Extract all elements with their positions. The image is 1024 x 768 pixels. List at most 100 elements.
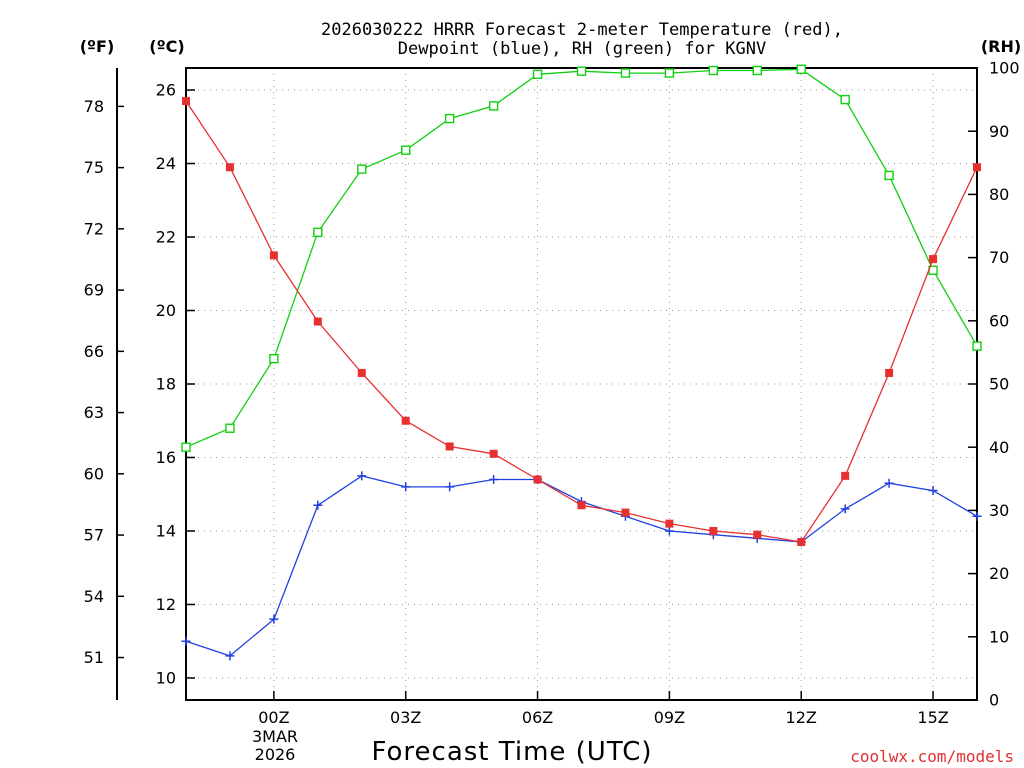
temperature-point (357, 368, 366, 377)
dewpoint-point (664, 526, 674, 536)
fahrenheit-tick-label: 66 (84, 342, 104, 361)
temperature-line (185, 100, 978, 543)
rh-point (840, 94, 850, 105)
time-tick-label: 15Z (917, 708, 948, 727)
rh-point (972, 341, 982, 351)
temperature-point (973, 163, 981, 172)
temperature-point (445, 442, 454, 451)
rh-point (708, 65, 719, 76)
temperature-point (401, 416, 410, 425)
site-credit: coolwx.com/models (850, 747, 1014, 766)
temperature-point (753, 530, 762, 539)
temperature-point (225, 163, 234, 172)
fahrenheit-tick-label: 72 (84, 219, 104, 238)
time-tick-label: 12Z (786, 708, 817, 727)
rh-tick-label: 60 (989, 311, 1009, 330)
temperature-point (797, 538, 806, 546)
temperature-point (269, 251, 278, 260)
time-tick-label: 03Z (390, 708, 421, 727)
rh-point (488, 101, 499, 111)
dewpoint-point (884, 478, 894, 488)
date-label-year: 2026 (255, 745, 296, 764)
rh-tick-label: 20 (989, 564, 1009, 583)
dewpoint-point (401, 482, 411, 492)
rh-point (401, 145, 411, 155)
date-label-month: 3MAR (252, 727, 298, 746)
rh-point (357, 164, 367, 174)
rh-tick-label: 100 (989, 59, 1020, 78)
fahrenheit-tick-label: 57 (84, 526, 104, 545)
rh-point (225, 423, 235, 433)
dewpoint-point (181, 636, 191, 646)
fahrenheit-axis-unit: (ºF) (80, 37, 115, 56)
celsius-tick-label: 14 (156, 522, 176, 541)
dewpoint-point (225, 651, 235, 661)
temperature-point (885, 368, 894, 377)
dewpoint-point (972, 511, 982, 521)
rh-tick-label: 10 (989, 627, 1009, 646)
dewpoint-series (181, 471, 982, 661)
temperature-point (929, 255, 938, 264)
celsius-tick-label: 12 (156, 595, 176, 614)
time-tick-label: 09Z (654, 708, 685, 727)
chart-title-line2: Dewpoint (blue), RH (green) for KGNV (398, 39, 766, 59)
dewpoint-point (840, 504, 850, 514)
rh-point (884, 170, 894, 181)
rh-point (269, 354, 279, 364)
celsius-axis-unit: (ºC) (149, 37, 184, 56)
temperature-point (182, 97, 190, 106)
temperature-point (621, 508, 630, 517)
celsius-tick-label: 18 (156, 375, 176, 394)
rh-tick-label: 40 (989, 438, 1009, 457)
rh-point (664, 68, 675, 78)
fahrenheit-axis-ticks: 51 54 57 60 63 66 69 72 75 78 (84, 97, 124, 667)
dewpoint-point (489, 475, 499, 485)
dewpoint-point (313, 500, 323, 510)
rh-point (532, 69, 543, 80)
temperature-point (313, 317, 322, 326)
dewpoint-point (269, 614, 279, 624)
temperature-point (841, 471, 850, 480)
rh-axis-unit: (RH) (981, 37, 1021, 56)
fahrenheit-tick-label: 63 (84, 403, 104, 422)
rh-tick-label: 50 (989, 375, 1009, 394)
rh-tick-label: 30 (989, 501, 1009, 520)
dewpoint-point (928, 486, 938, 496)
rh-tick-label: 70 (989, 248, 1009, 267)
x-axis-title: Forecast Time (UTC) (371, 737, 652, 767)
temperature-point (489, 449, 498, 458)
rh-axis-ticks: 0 10 20 30 40 50 60 70 80 90 100 (968, 59, 1020, 710)
rh-tick-label: 80 (989, 185, 1009, 204)
celsius-axis-ticks: 10 12 14 16 18 20 22 24 26 (156, 81, 195, 688)
fahrenheit-tick-label: 69 (84, 281, 104, 300)
fahrenheit-tick-label: 54 (84, 587, 104, 606)
rh-point (181, 442, 191, 452)
fahrenheit-tick-label: 60 (84, 464, 104, 483)
rh-line (185, 68, 978, 448)
celsius-tick-label: 10 (156, 669, 176, 688)
temperature-series (182, 97, 981, 546)
time-axis-ticks: 00Z 03Z 06Z 09Z 12Z 15Z (258, 691, 949, 727)
time-tick-label: 00Z (258, 708, 289, 727)
time-tick-label: 06Z (522, 708, 553, 727)
fahrenheit-tick-label: 51 (84, 648, 104, 667)
temperature-point (533, 475, 542, 484)
rh-point (444, 113, 455, 124)
grid-lines (186, 68, 977, 700)
rh-point (796, 64, 806, 74)
rh-point (313, 227, 323, 238)
rh-point (576, 66, 587, 76)
dewpoint-point (445, 482, 455, 492)
celsius-tick-label: 22 (156, 228, 176, 247)
fahrenheit-tick-label: 78 (84, 97, 104, 116)
celsius-tick-label: 26 (156, 81, 176, 100)
rh-point (620, 68, 631, 78)
temperature-point (709, 526, 718, 535)
rh-tick-label: 0 (989, 691, 999, 710)
celsius-tick-label: 16 (156, 448, 176, 467)
fahrenheit-tick-label: 75 (84, 158, 104, 177)
chart-title-line1: 2026030222 HRRR Forecast 2-meter Tempera… (321, 20, 843, 40)
celsius-tick-label: 24 (156, 154, 176, 173)
rh-point (752, 65, 762, 76)
temperature-point (665, 519, 674, 528)
